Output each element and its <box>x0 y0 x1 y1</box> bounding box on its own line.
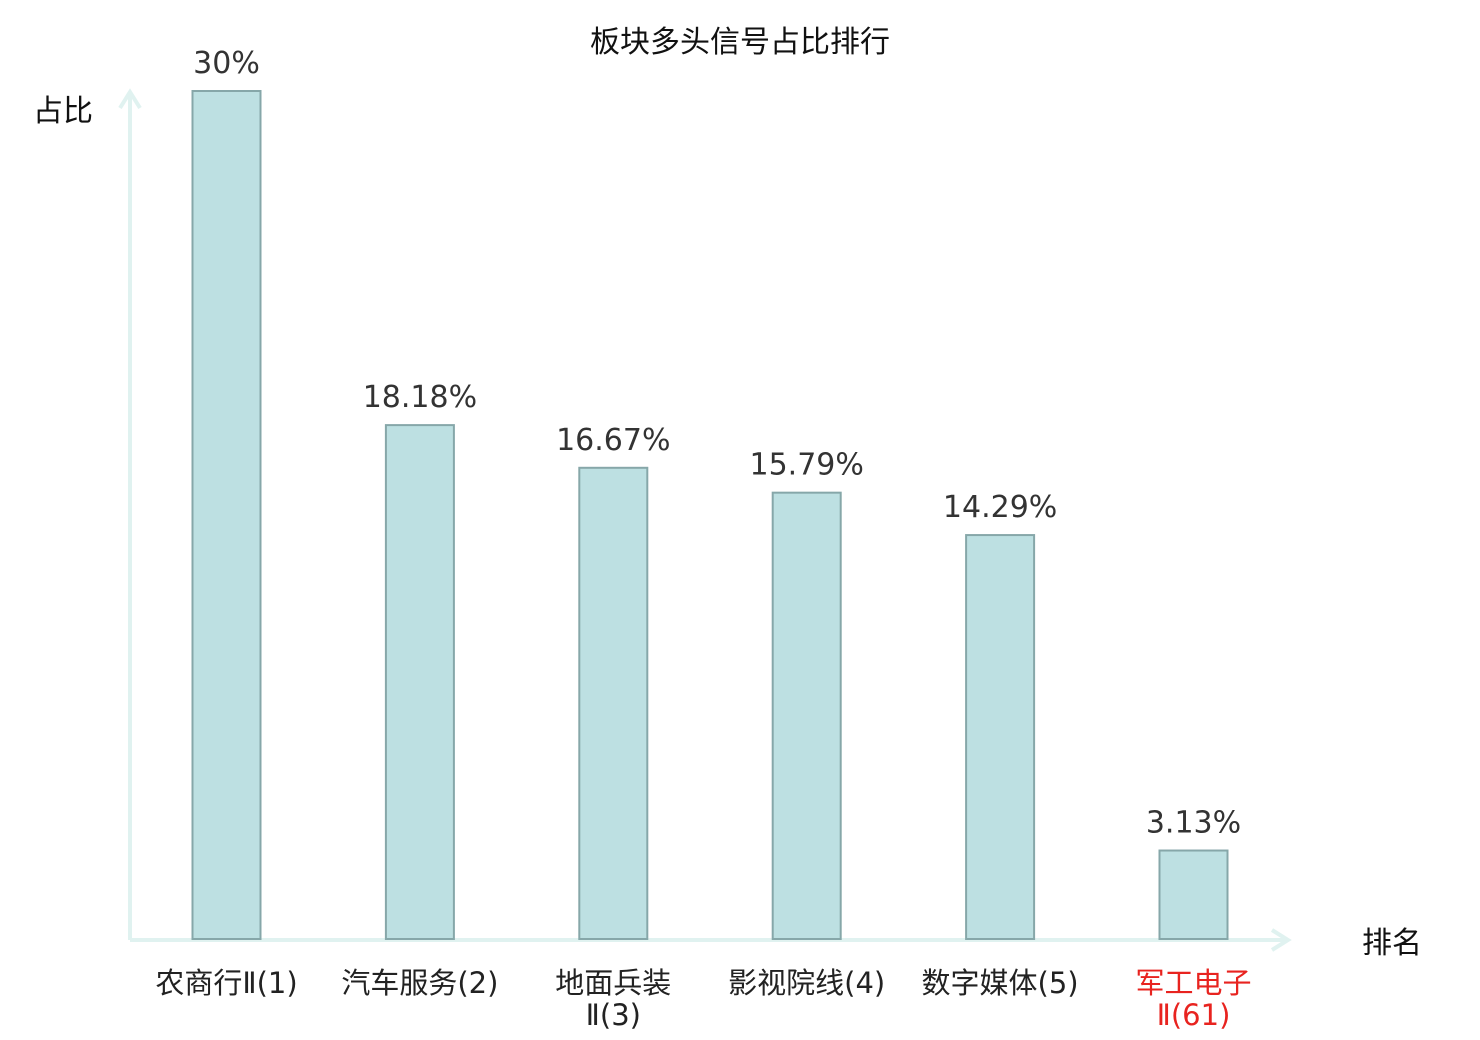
bar-value-label: 3.13% <box>1146 806 1241 841</box>
x-tick-label: Ⅱ(61) <box>1157 998 1231 1032</box>
x-tick-label: Ⅱ(3) <box>586 998 641 1032</box>
x-tick-label: 农商行Ⅱ(1) <box>155 966 297 1000</box>
bar-value-label: 18.18% <box>363 380 477 415</box>
value-labels-group: 30% 18.18% 16.67% 15.79% 14.29% 3.13% <box>193 46 1241 841</box>
axes <box>118 88 1292 952</box>
x-tick-label: 军工电子 <box>1135 966 1251 1000</box>
x-tick-label: 汽车服务(2) <box>341 966 498 1000</box>
x-axis-arrow <box>1270 928 1292 952</box>
bar-value-label: 15.79% <box>750 448 864 483</box>
bar <box>578 466 649 940</box>
bar <box>384 424 455 940</box>
x-tick-label: 影视院线(4) <box>728 966 885 1000</box>
bar <box>965 534 1036 940</box>
bar-value-label: 30% <box>193 46 260 81</box>
bar-value-label: 14.29% <box>943 490 1057 525</box>
chart-title: 板块多头信号占比排行 <box>590 25 890 60</box>
x-tick-label: 地面兵装 <box>555 966 671 1000</box>
bar <box>191 90 262 940</box>
y-axis-label: 占比 <box>33 94 93 129</box>
bar <box>1158 849 1229 940</box>
x-tick-label: 数字媒体(5) <box>922 966 1079 1000</box>
bar <box>771 491 842 940</box>
y-axis-arrow <box>118 88 142 110</box>
bars-group <box>191 90 1229 940</box>
x-axis-label: 排名 <box>1362 926 1422 961</box>
bar-value-label: 16.67% <box>556 423 670 458</box>
